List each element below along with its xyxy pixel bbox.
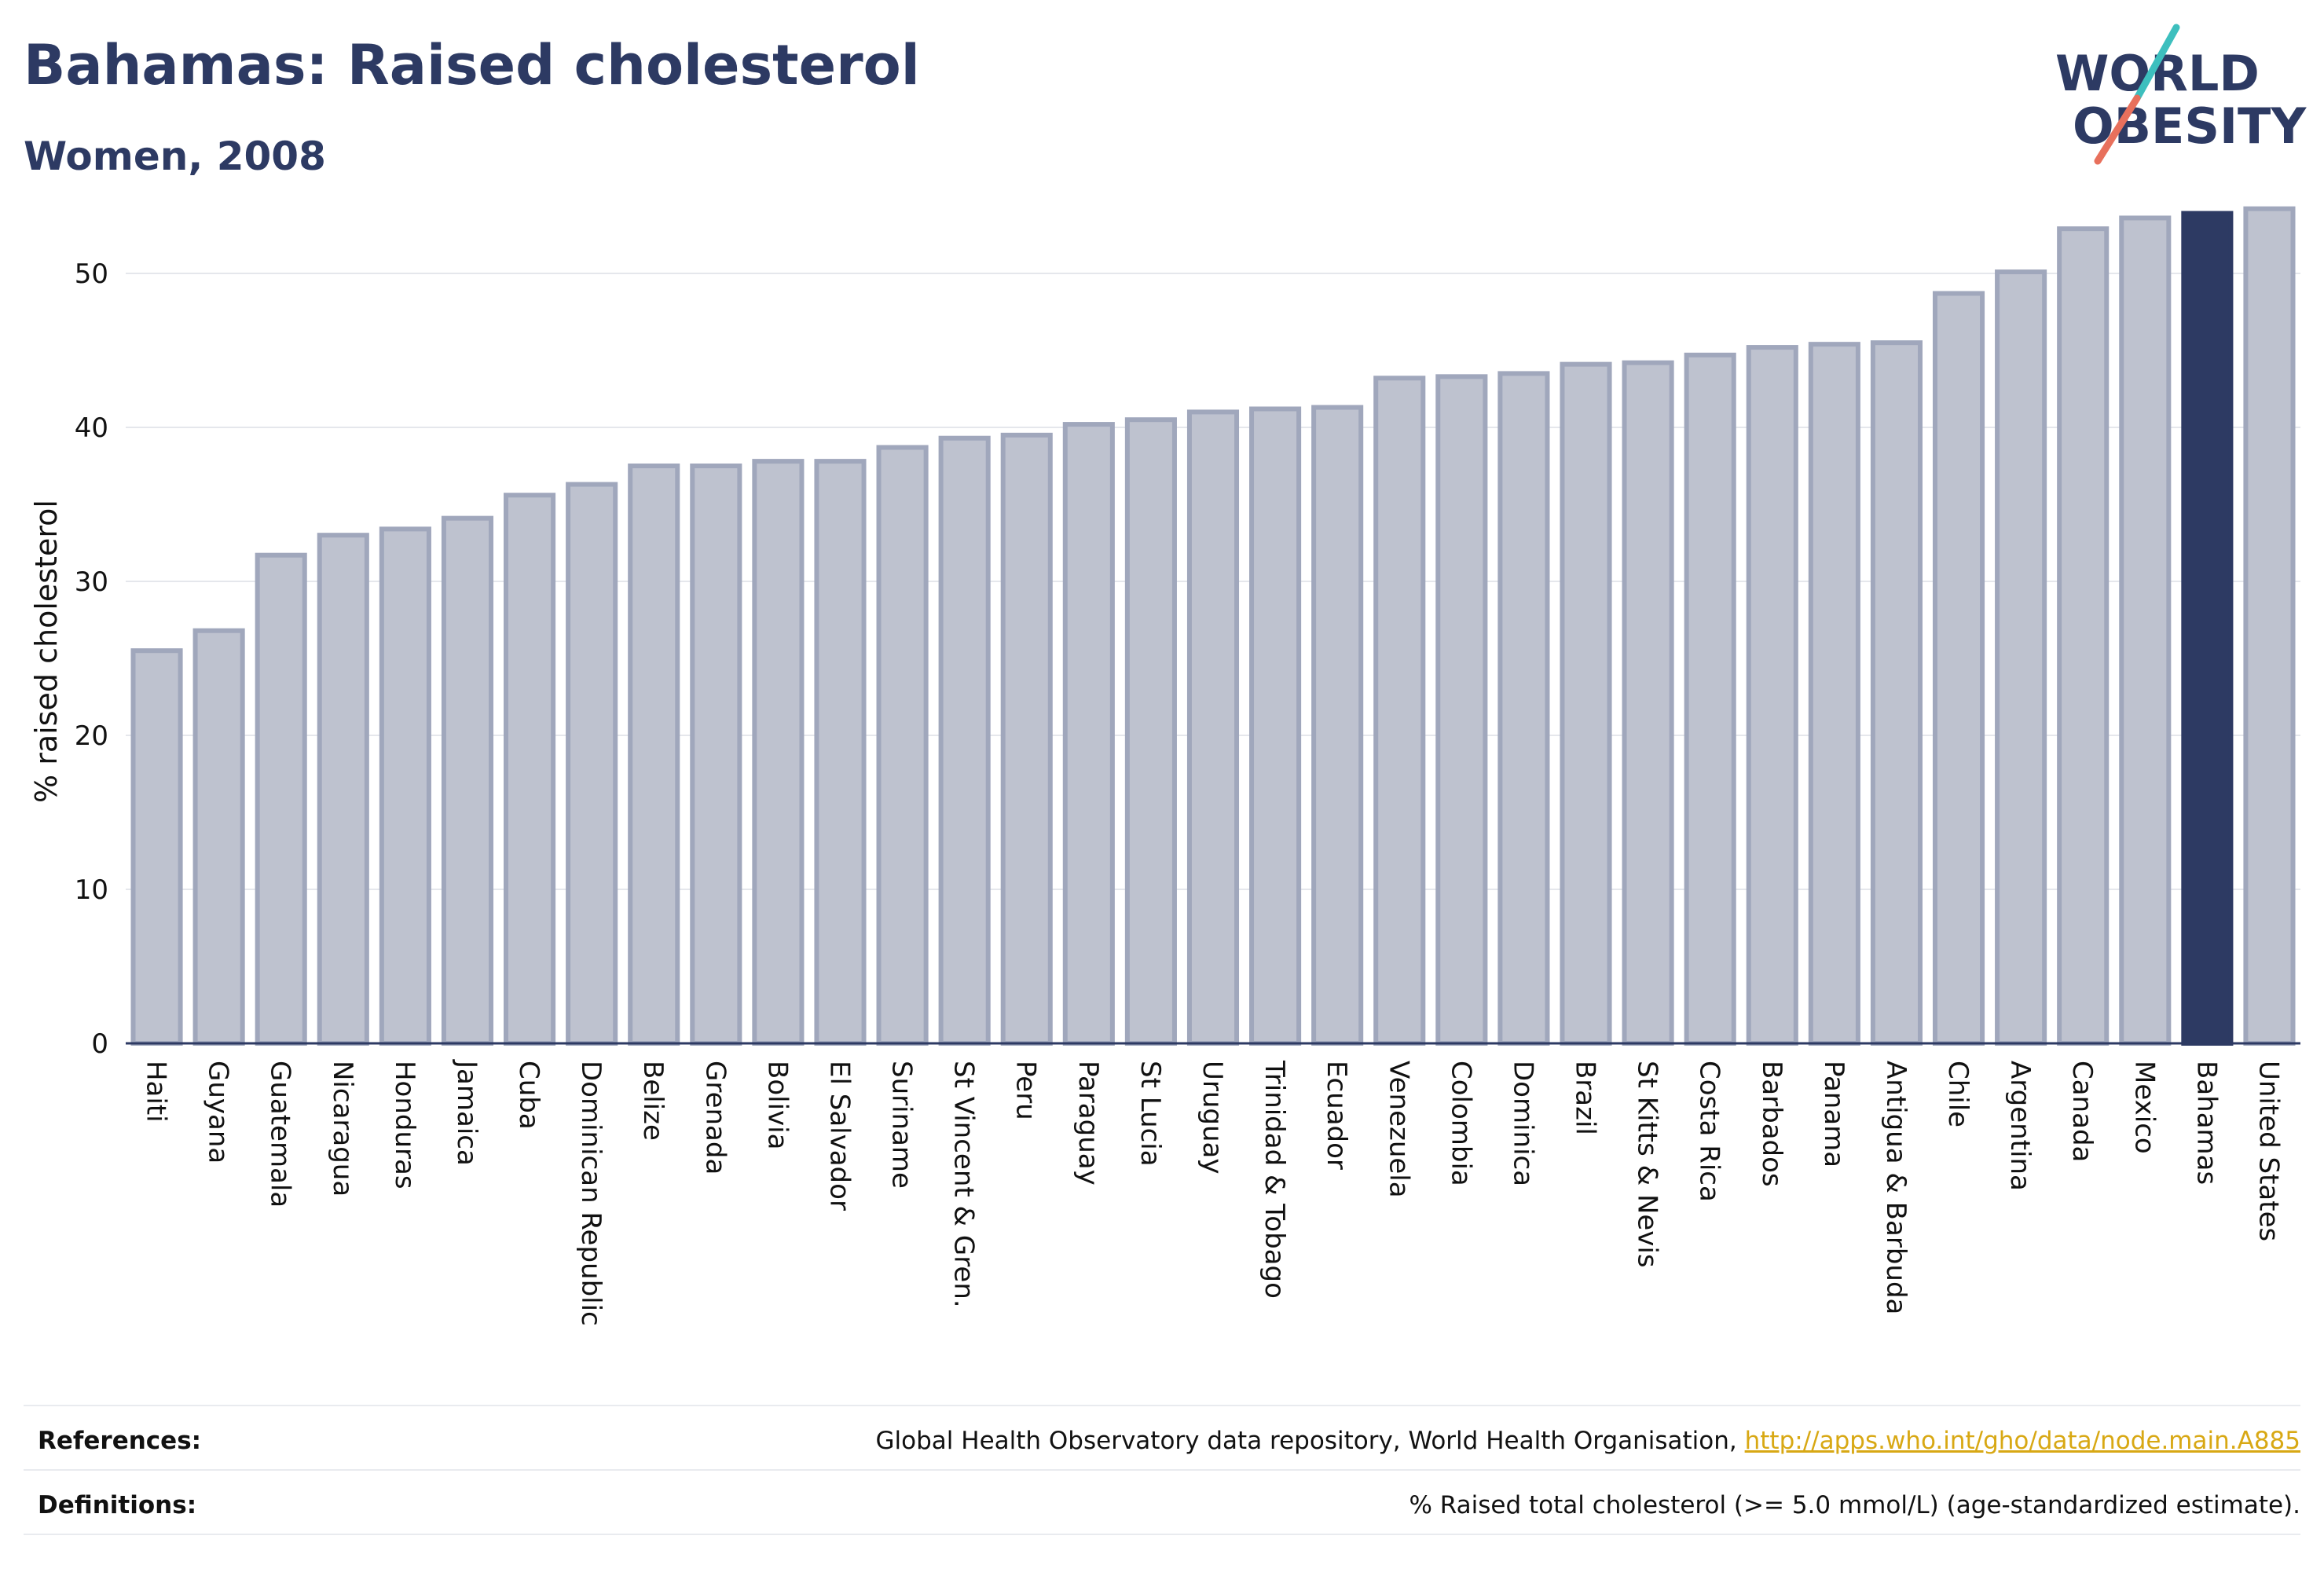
x-tick-label: Ecuador — [1321, 1061, 1352, 1170]
y-tick-label: 20 — [75, 720, 108, 752]
x-tick-label: Honduras — [389, 1061, 420, 1189]
x-tick-label: Canada — [2066, 1061, 2098, 1162]
x-tick-label: Suriname — [886, 1061, 918, 1189]
footer-divider-bottom — [24, 1534, 2300, 1535]
bar — [1932, 291, 1985, 1046]
bar — [566, 482, 618, 1046]
bar — [1808, 342, 1860, 1046]
bar-chart: 0 10 20 30 40 50 Haiti Guyana Guatemala Nicaragua… — [29, 206, 2300, 1326]
x-tick-label: Argentina — [2004, 1061, 2036, 1191]
x-tick-label: Barbados — [1756, 1061, 1787, 1187]
bar — [1746, 345, 1798, 1046]
x-tick-label: Guyana — [203, 1061, 234, 1164]
bar — [1870, 340, 1923, 1046]
x-tick-label: Colombia — [1445, 1061, 1476, 1186]
bar — [628, 464, 680, 1046]
bar — [1497, 371, 1550, 1046]
world-obesity-logo: WORLD OBESITY — [2055, 24, 2307, 165]
references-link[interactable]: http://apps.who.int/gho/data/node.main.A… — [1744, 1427, 2300, 1455]
y-axis-label: % raised cholesterol — [29, 500, 64, 803]
bar — [690, 464, 742, 1046]
x-tick-label: Peru — [1010, 1061, 1042, 1120]
x-tick-label: Panama — [1818, 1061, 1849, 1167]
x-tick-label: Guatemala — [265, 1061, 296, 1208]
x-tick-label: Brazil — [1570, 1061, 1601, 1135]
references-text: Global Health Observatory data repositor… — [876, 1427, 2300, 1455]
references-label: References: — [38, 1427, 202, 1455]
x-tick-label: Jamaica — [451, 1059, 482, 1166]
bar — [1124, 417, 1177, 1046]
bar — [1622, 360, 1674, 1046]
definitions-text: % Raised total cholesterol (>= 5.0 mmol/… — [1409, 1491, 2300, 1519]
bar — [255, 552, 307, 1046]
bar — [752, 459, 805, 1046]
bar — [1995, 269, 2047, 1046]
y-tick-label: 10 — [75, 874, 108, 906]
x-tick-label: Paraguay — [1072, 1061, 1104, 1186]
bar — [1311, 405, 1364, 1046]
bar — [379, 526, 431, 1046]
bar — [1249, 406, 1302, 1046]
x-tick-label: St Kitts & Nevis — [1632, 1061, 1663, 1268]
bar — [130, 648, 183, 1046]
x-tick-label: Nicaragua — [327, 1061, 358, 1197]
x-tick-label: El Salvador — [823, 1061, 855, 1211]
x-tick-label: Bolivia — [761, 1061, 793, 1149]
bar — [1560, 361, 1612, 1046]
bar — [2119, 215, 2172, 1046]
bar — [317, 533, 369, 1046]
bar — [192, 628, 245, 1046]
x-tick-label: Dominica — [1507, 1061, 1538, 1186]
y-tick-label: 50 — [75, 258, 108, 290]
x-tick-label: Belize — [637, 1061, 669, 1141]
bar-highlight — [2181, 211, 2234, 1046]
bar — [814, 459, 867, 1046]
x-tick-label: Antigua & Barbuda — [1880, 1061, 1912, 1314]
bar — [876, 445, 929, 1046]
y-tick-label: 30 — [75, 566, 108, 598]
chart-title: Bahamas: Raised cholesterol — [24, 33, 920, 97]
x-tick-label: Mexico — [2128, 1061, 2160, 1154]
bar — [1684, 352, 1736, 1046]
x-tick-label: Haiti — [141, 1061, 172, 1123]
x-tick-label: Trinidad & Tobago — [1259, 1060, 1290, 1299]
bar — [504, 493, 556, 1046]
x-tick-label: Cuba — [513, 1061, 544, 1130]
x-tick-label: St Vincent & Gren. — [948, 1061, 980, 1308]
x-tick-label: Grenada — [699, 1061, 731, 1175]
x-tick-label: Bahamas — [2190, 1061, 2222, 1185]
x-tick-label: St Lucia — [1135, 1061, 1166, 1167]
bar — [1062, 422, 1115, 1046]
references-source: Global Health Observatory data repositor… — [875, 1427, 1745, 1455]
y-tick-label: 40 — [75, 412, 108, 444]
x-tick-label: United States — [2253, 1061, 2284, 1241]
x-tick-label: Uruguay — [1197, 1061, 1228, 1175]
footer-divider-middle — [24, 1469, 2300, 1471]
bar — [938, 435, 991, 1046]
bar — [1435, 374, 1488, 1046]
bar — [441, 515, 494, 1046]
bar — [1373, 376, 1426, 1046]
bar — [2057, 226, 2110, 1046]
footer-divider-top — [24, 1405, 2300, 1406]
definitions-label: Definitions: — [38, 1491, 197, 1519]
x-tick-label: Venezuela — [1383, 1061, 1414, 1198]
logo-slash-teal — [2133, 24, 2180, 102]
chart-subtitle: Women, 2008 — [24, 134, 326, 179]
y-tick-label: 0 — [91, 1028, 108, 1060]
x-tick-label: Costa Rica — [1694, 1061, 1725, 1202]
bar — [2243, 206, 2296, 1046]
logo-slash-coral — [2094, 94, 2141, 165]
bar — [1000, 432, 1053, 1046]
x-tick-label: Dominican Republic — [575, 1061, 607, 1326]
x-tick-label: Chile — [1942, 1061, 1974, 1127]
bar — [1186, 409, 1240, 1046]
